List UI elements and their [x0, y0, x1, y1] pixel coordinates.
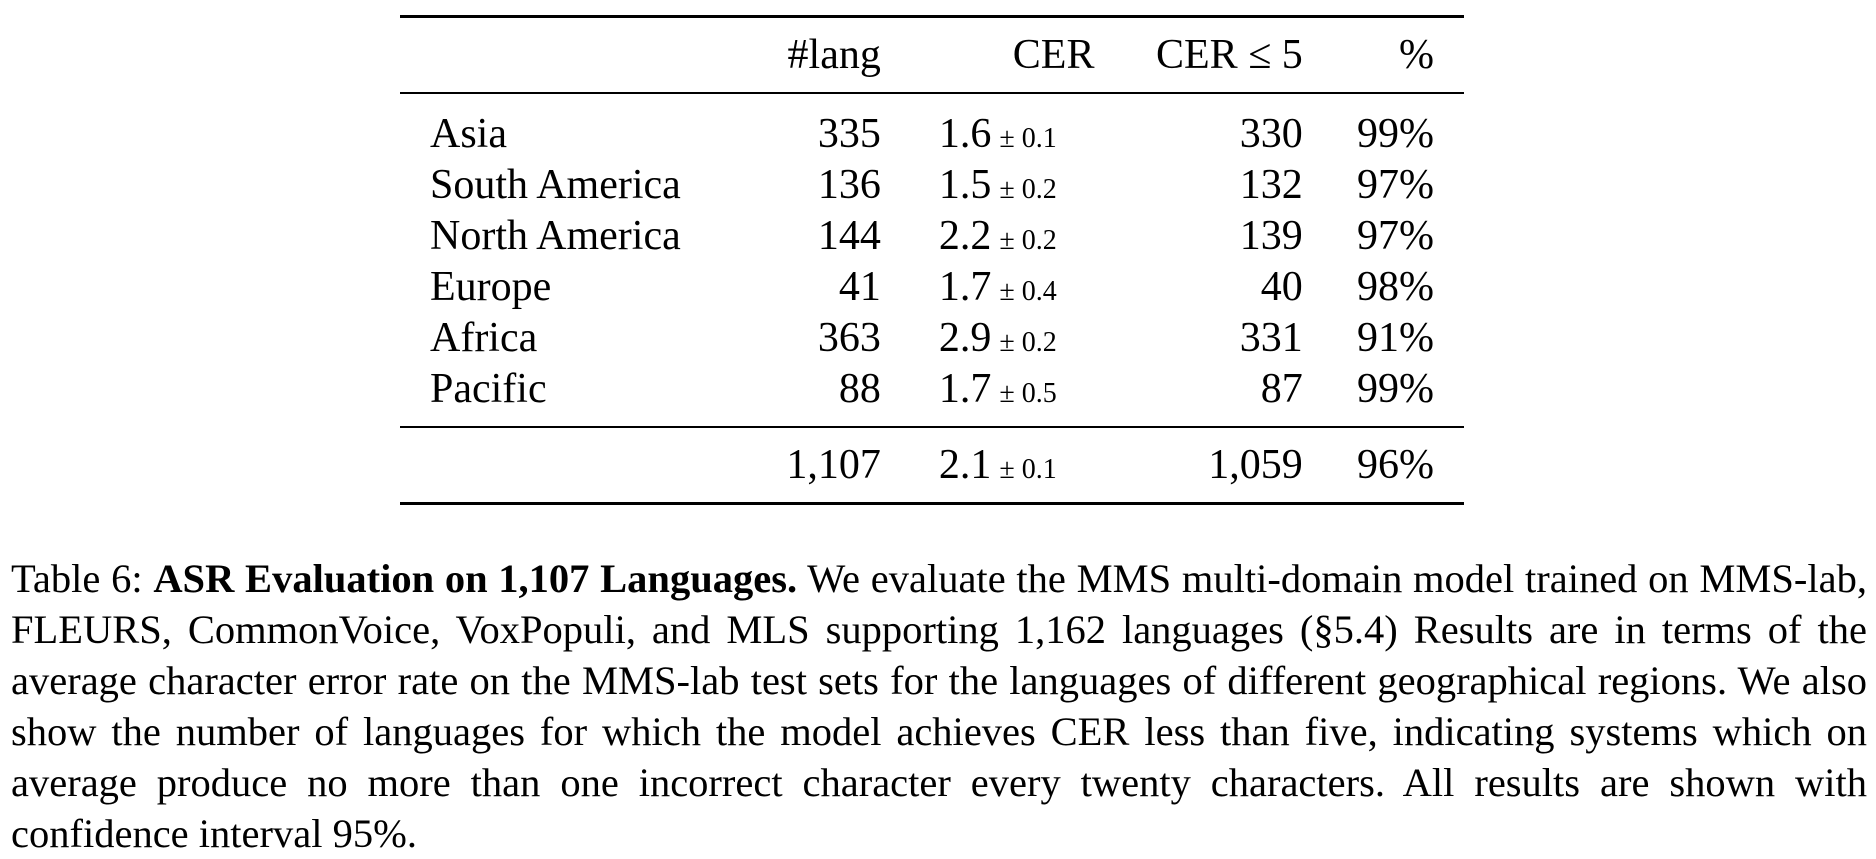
region-cell: South America [430, 161, 681, 208]
caption-title: ASR Evaluation on 1,107 Languages. [153, 555, 798, 601]
header-pct: % [1302, 15, 1464, 93]
cer-value: 1.7 [938, 263, 992, 310]
cer-cell: 1.7 ± 0.5 [881, 363, 1109, 427]
cer-value: 1.5 [938, 161, 992, 208]
table-row: Europe 41 1.7 ± 0.4 40 98% [400, 261, 1464, 312]
cer5-count-cell: 87 [1260, 365, 1303, 412]
caption-label: Table 6: [11, 555, 154, 601]
percent-cell: 97% [1357, 212, 1434, 259]
results-table-container: #lang CER CER ≤ 5 % Asia 335 1.6 ± 0.1 33… [400, 15, 1464, 505]
confidence-interval: ± 0.2 [999, 326, 1057, 358]
table-row: South America 136 1.5 ± 0.2 132 97% [400, 159, 1464, 210]
cer-value: 2.9 [938, 314, 992, 361]
cer5-count-cell: 330 [1108, 92, 1303, 159]
header-lang: #lang [757, 15, 881, 93]
region-cell: Pacific [430, 365, 547, 412]
total-lang-count-cell: 1,107 [757, 426, 881, 505]
cer-value: 1.7 [938, 365, 992, 412]
total-cer5-count-cell: 1,059 [1108, 426, 1303, 505]
cer5-count-cell: 132 [1239, 161, 1303, 208]
percent-cell: 91% [1357, 314, 1434, 361]
header-region [400, 15, 758, 93]
cer-value: 2.1 [938, 442, 992, 488]
region-cell: Asia [400, 92, 758, 159]
cer5-count-cell: 331 [1239, 314, 1303, 361]
cer-cell: 2.9 ± 0.2 [881, 312, 1109, 363]
table-row: Asia 335 1.6 ± 0.1 330 99% [400, 92, 1464, 159]
confidence-interval: ± 0.4 [999, 275, 1057, 307]
total-region-cell [400, 426, 758, 505]
asr-results-table: #lang CER CER ≤ 5 % Asia 335 1.6 ± 0.1 33… [400, 15, 1464, 505]
confidence-interval: ± 0.5 [999, 377, 1057, 409]
header-cer: CER [880, 15, 1109, 93]
percent-cell: 99% [1357, 365, 1434, 412]
total-row: 1,107 2.1 ± 0.1 1,059 96% [400, 426, 1464, 505]
table-body: Asia 335 1.6 ± 0.1 330 99% South America … [400, 92, 1464, 427]
cer-cell: 1.7 ± 0.4 [881, 261, 1109, 312]
region-cell: North America [430, 212, 681, 259]
confidence-interval: ± 0.1 [999, 122, 1057, 154]
lang-count-cell: 363 [817, 314, 881, 361]
table-header-row: #lang CER CER ≤ 5 % [400, 15, 1464, 93]
cer5-count-cell: 139 [1239, 212, 1303, 259]
table-row: North America 144 2.2 ± 0.2 139 97% [400, 210, 1464, 261]
confidence-interval: ± 0.2 [999, 224, 1057, 256]
cer5-count-cell: 40 [1260, 263, 1303, 310]
lang-count-cell: 41 [838, 263, 881, 310]
cer-cell: 2.2 ± 0.2 [881, 210, 1109, 261]
total-percent-cell: 96% [1302, 426, 1464, 505]
lang-count-cell: 335 [757, 92, 881, 159]
total-cer-cell: 2.1 ± 0.1 [880, 426, 1109, 505]
cer-value: 1.6 [938, 110, 992, 157]
percent-cell: 97% [1357, 161, 1434, 208]
percent-cell: 98% [1357, 263, 1434, 310]
percent-cell: 99% [1302, 92, 1464, 159]
table-caption: Table 6: ASR Evaluation on 1,107 Languag… [11, 553, 1867, 859]
table-row: Africa 363 2.9 ± 0.2 331 91% [400, 312, 1464, 363]
region-cell: Africa [430, 314, 538, 361]
lang-count-cell: 144 [817, 212, 881, 259]
region-cell: Europe [430, 263, 552, 310]
cer-cell: 1.5 ± 0.2 [881, 159, 1109, 210]
cer-cell: 1.6 ± 0.1 [880, 92, 1109, 159]
lang-count-cell: 136 [817, 161, 881, 208]
header-cer5: CER ≤ 5 [1108, 15, 1303, 93]
table-row: Pacific 88 1.7 ± 0.5 87 99% [400, 363, 1464, 427]
confidence-interval: ± 0.1 [999, 454, 1057, 485]
lang-count-cell: 88 [838, 365, 881, 412]
cer-value: 2.2 [938, 212, 992, 259]
caption-body: We evaluate the MMS multi-domain model t… [11, 555, 1867, 856]
confidence-interval: ± 0.2 [999, 173, 1057, 205]
